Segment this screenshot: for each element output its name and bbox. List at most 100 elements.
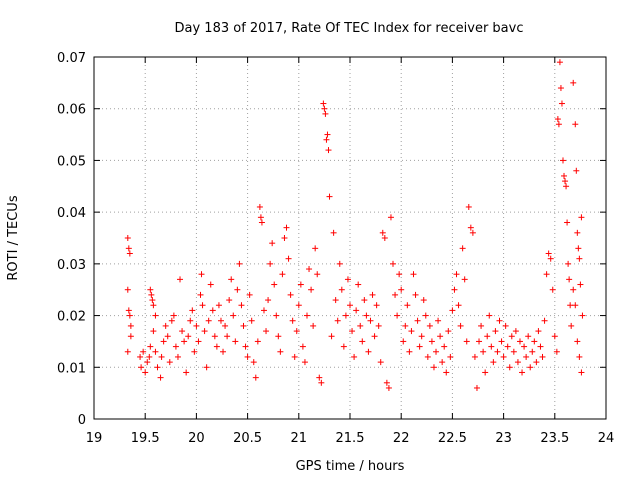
data-point (555, 121, 562, 128)
data-point (244, 353, 251, 360)
data-point (124, 286, 131, 293)
data-point (357, 322, 364, 329)
data-point (189, 307, 196, 314)
data-point (367, 317, 374, 324)
data-point (125, 245, 132, 252)
data-point (325, 147, 332, 154)
data-point (433, 348, 440, 355)
data-point (574, 338, 581, 345)
data-point (321, 105, 328, 112)
data-point (287, 291, 294, 298)
data-point (488, 343, 495, 350)
data-point (127, 322, 134, 329)
data-point (217, 317, 224, 324)
data-point (453, 271, 460, 278)
data-point (502, 322, 509, 329)
data-point (147, 343, 154, 350)
data-point (422, 312, 429, 319)
data-point (570, 79, 577, 86)
data-point (222, 322, 229, 329)
data-point (394, 312, 401, 319)
data-point (330, 229, 337, 236)
data-point (551, 333, 558, 340)
data-point (295, 302, 302, 309)
data-point (291, 353, 298, 360)
chart-title: Day 183 of 2017, Rate Of TEC Index for r… (175, 21, 524, 36)
data-point (158, 353, 165, 360)
data-point (383, 379, 390, 386)
data-point (402, 322, 409, 329)
data-point (170, 312, 177, 319)
data-point (150, 302, 157, 309)
data-point (152, 312, 159, 319)
y-tick-label: 0.01 (57, 361, 86, 376)
data-point (353, 307, 360, 314)
data-point (416, 343, 423, 350)
x-tick-label: 19 (86, 431, 103, 446)
data-point (467, 224, 474, 231)
data-point (199, 302, 206, 309)
data-point (396, 271, 403, 278)
data-point (263, 328, 270, 335)
y-tick-label: 0.07 (57, 51, 86, 66)
data-point (375, 322, 382, 329)
data-point (490, 359, 497, 366)
x-tick-label: 20 (188, 431, 205, 446)
data-point (148, 291, 155, 298)
data-point (549, 286, 556, 293)
data-point (314, 271, 321, 278)
x-tick-label: 21.5 (336, 431, 365, 446)
data-point (297, 281, 304, 288)
data-point (461, 276, 468, 283)
data-point (271, 281, 278, 288)
data-point (193, 322, 200, 329)
data-point (142, 369, 149, 376)
x-tick-label: 22 (393, 431, 410, 446)
data-point (565, 260, 572, 267)
data-point (316, 374, 323, 381)
data-point (293, 328, 300, 335)
grid-lines (94, 57, 606, 419)
data-point (198, 271, 205, 278)
data-point (351, 353, 358, 360)
data-point (469, 229, 476, 236)
data-point (557, 85, 564, 92)
data-point (554, 116, 561, 123)
data-point (246, 291, 253, 298)
data-point (445, 328, 452, 335)
data-point (318, 379, 325, 386)
data-point (576, 255, 583, 262)
x-tick-label: 24 (598, 431, 615, 446)
data-point (408, 328, 415, 335)
data-point (234, 286, 241, 293)
data-point (226, 297, 233, 304)
data-point (338, 286, 345, 293)
data-point (476, 338, 483, 345)
data-point (514, 359, 521, 366)
data-point (412, 291, 419, 298)
data-point (326, 193, 333, 200)
data-point (558, 100, 565, 107)
data-point (273, 312, 280, 319)
data-point (323, 136, 330, 143)
data-point (224, 333, 231, 340)
data-point (504, 343, 511, 350)
y-tick-label: 0.05 (57, 154, 86, 169)
data-point (157, 374, 164, 381)
data-point (529, 348, 536, 355)
data-point (567, 302, 574, 309)
data-point (154, 364, 161, 371)
data-point (124, 348, 131, 355)
data-point (441, 343, 448, 350)
x-tick-label: 19.5 (131, 431, 160, 446)
data-point (281, 235, 288, 241)
data-point (527, 364, 534, 371)
data-point (240, 322, 247, 329)
data-point (277, 348, 284, 355)
data-point (553, 348, 560, 355)
data-point (312, 245, 319, 252)
data-point (541, 317, 548, 324)
data-point (289, 317, 296, 324)
data-point (228, 276, 235, 283)
data-point (306, 266, 313, 273)
